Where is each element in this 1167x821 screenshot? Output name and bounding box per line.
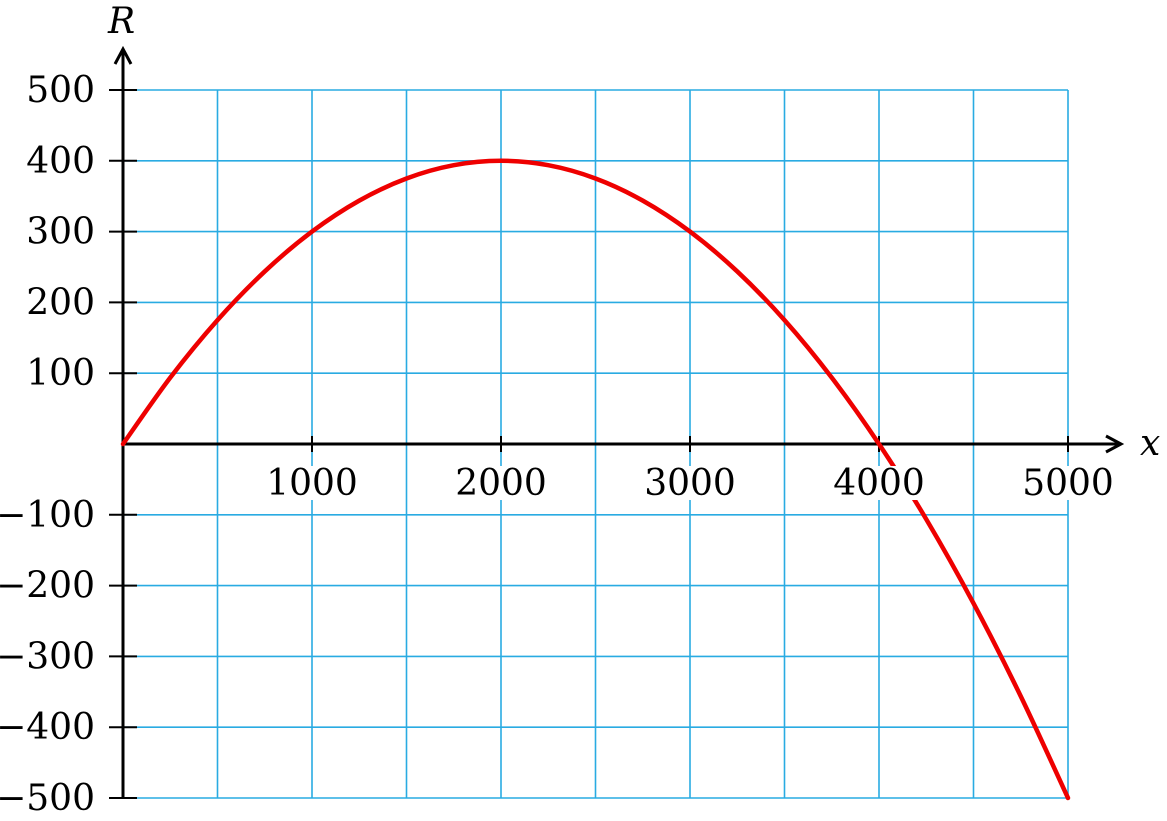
x-tick-label: 2000 [455, 463, 547, 504]
series-curve [120, 158, 1071, 801]
x-tick-label-bg [272, 466, 352, 500]
tick-labels: 1000 2000 3000 4000 5000 500 400 300 200 100 −100 −… [0, 70, 1114, 819]
y-tick-label: 200 [26, 282, 95, 323]
y-tick-label: −400 [0, 707, 95, 748]
y-tick-label: −200 [0, 566, 95, 607]
x-tick-label: 5000 [1022, 463, 1114, 504]
x-axis-arrow [1105, 434, 1125, 454]
ticks [109, 89, 1069, 799]
y-tick-label: −500 [0, 778, 95, 819]
x-tick-label-bg [839, 466, 919, 500]
y-tick-label: 300 [26, 212, 95, 253]
x-tick-label-bg [1028, 466, 1108, 500]
y-tick-label: −100 [0, 495, 95, 536]
x-axis-label: x [1140, 423, 1160, 464]
x-tick-label-bg [650, 466, 730, 500]
y-tick-label: −300 [0, 636, 95, 677]
y-tick-label: 400 [26, 141, 95, 182]
x-tick-label: 3000 [644, 463, 736, 504]
x-tick-label-bg [461, 466, 541, 500]
y-axis-label: R [107, 1, 135, 42]
y-tick-label: 500 [26, 70, 95, 111]
y-tick-label: 100 [26, 353, 95, 394]
series [120, 158, 1071, 801]
x-tick-label: 4000 [833, 463, 925, 504]
axes [113, 45, 1125, 798]
x-tick-label: 1000 [266, 463, 358, 504]
grid [123, 89, 1069, 799]
y-axis-arrow [113, 45, 133, 65]
